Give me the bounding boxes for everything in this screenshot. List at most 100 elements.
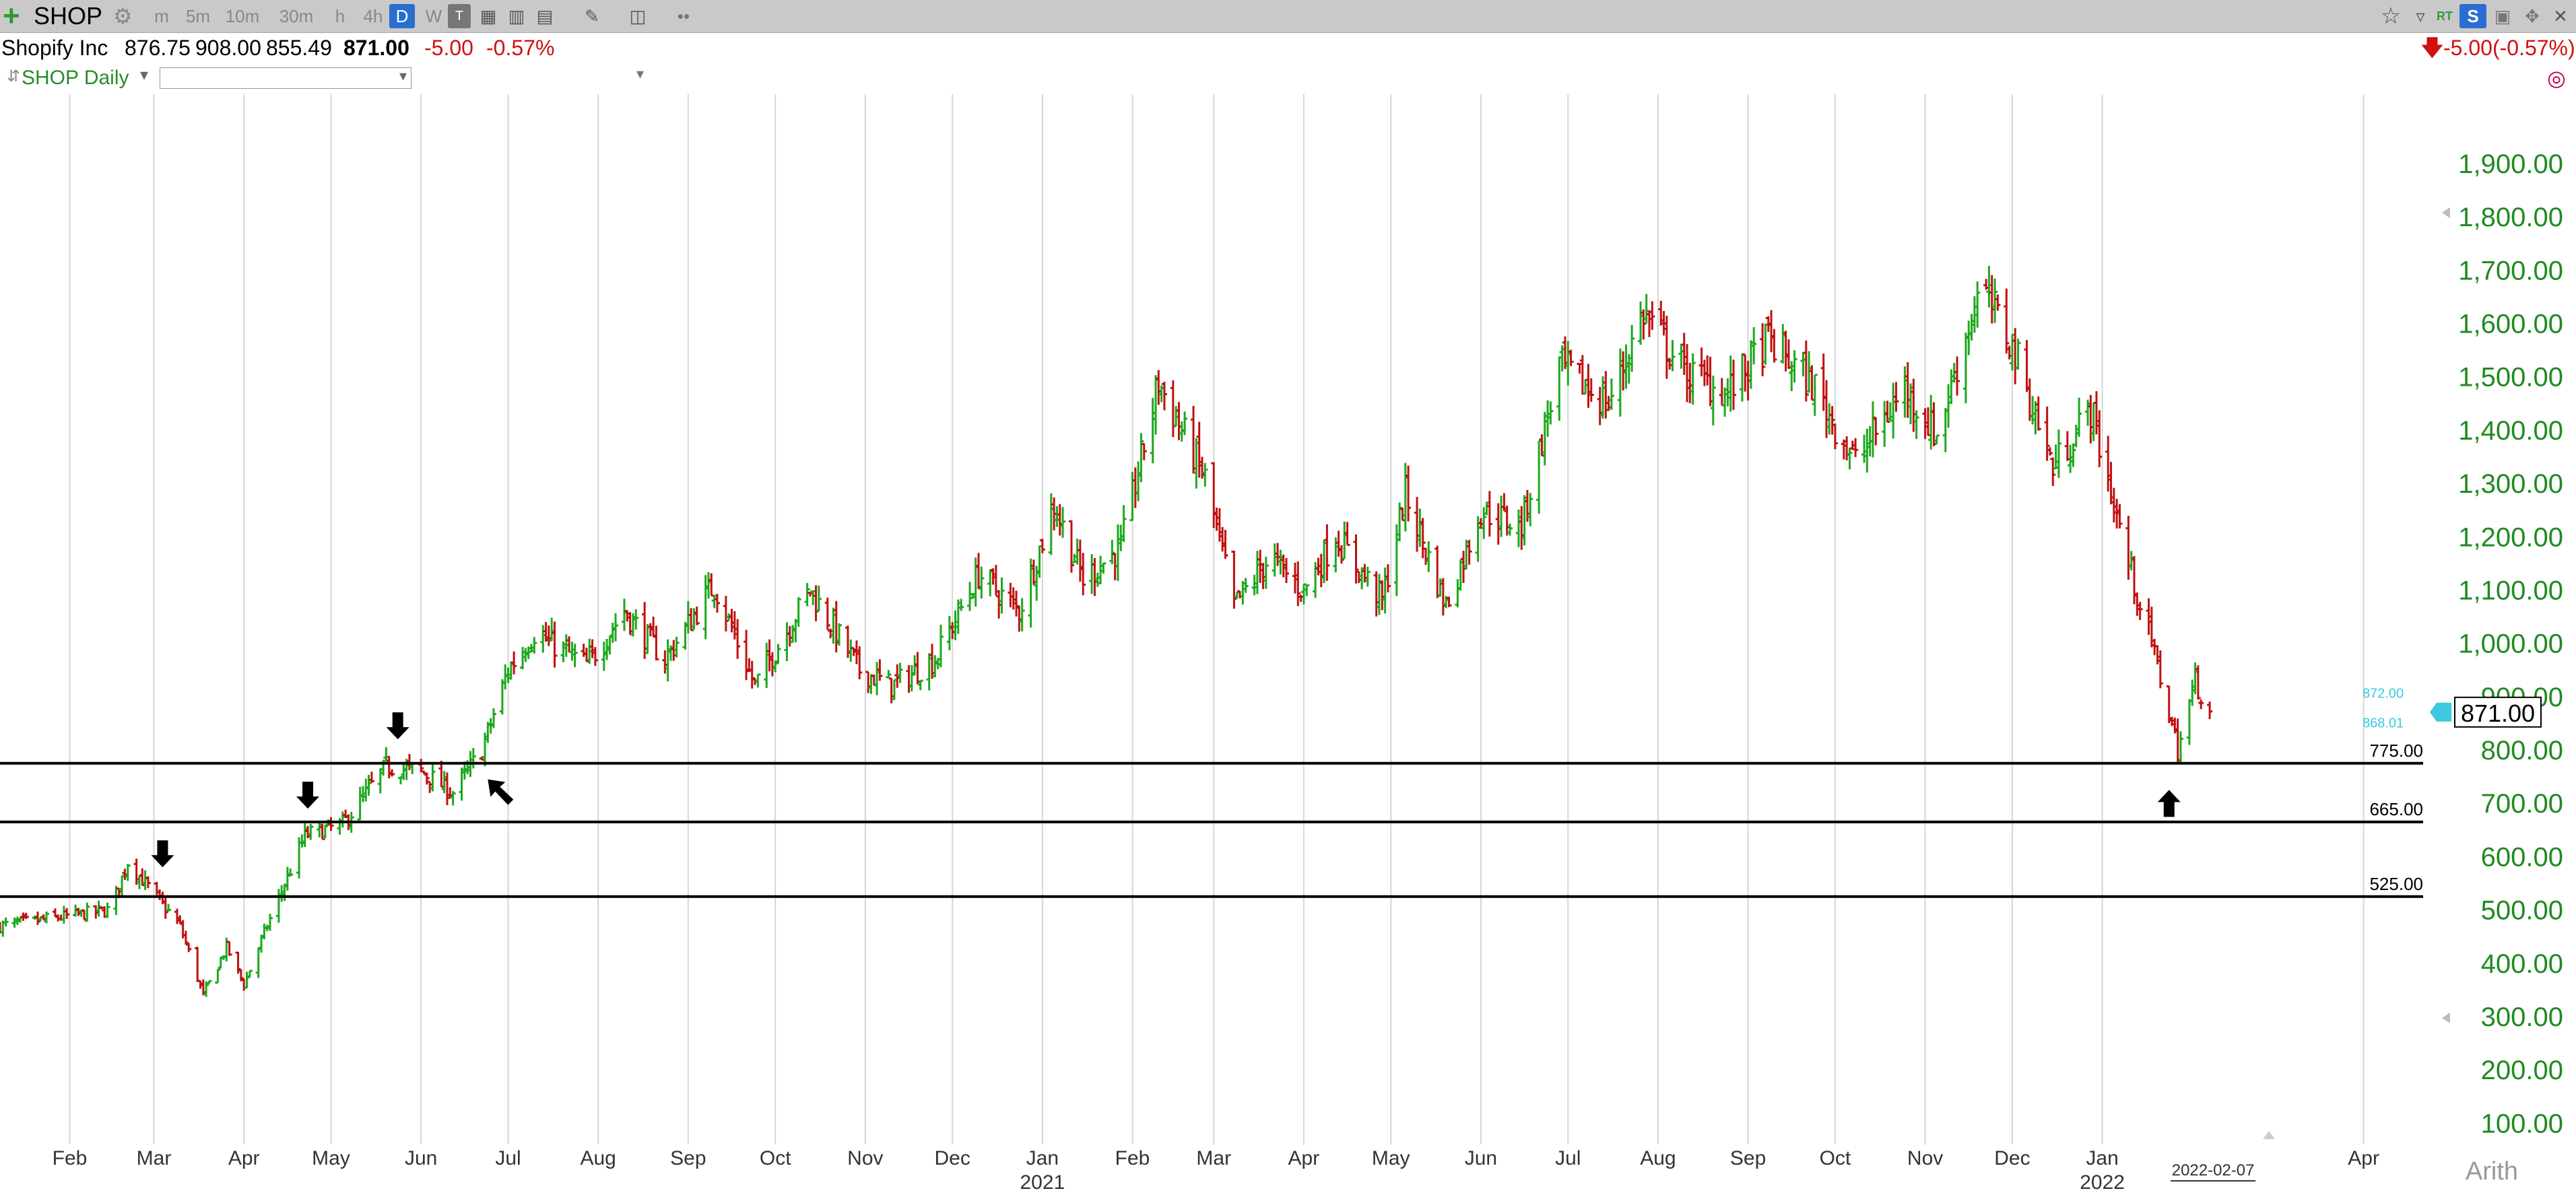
price-bar bbox=[1292, 562, 1298, 594]
price-bar bbox=[2085, 399, 2091, 426]
price-bar bbox=[2175, 718, 2181, 763]
price-bar bbox=[1039, 539, 1045, 553]
price-low-label: 868.01 bbox=[2363, 716, 2404, 730]
price-bar bbox=[1681, 333, 1687, 375]
move-icon[interactable]: ✥ bbox=[2525, 6, 2540, 26]
filter-icon[interactable]: ▿ bbox=[2416, 6, 2425, 26]
chart-title[interactable]: SHOP Daily bbox=[22, 67, 129, 89]
interval-button-m[interactable]: m bbox=[154, 6, 169, 26]
study-select[interactable]: ▾ bbox=[160, 67, 411, 89]
symbol-label[interactable]: SHOP bbox=[34, 2, 103, 30]
y-tick-label: 1,000.00 bbox=[2458, 629, 2563, 659]
price-bar bbox=[1629, 324, 1635, 372]
price-bar bbox=[157, 889, 163, 900]
price-bar bbox=[2128, 551, 2134, 571]
price-bar bbox=[1667, 357, 1673, 370]
study-dropdown-icon[interactable]: ▾ bbox=[636, 65, 645, 82]
add-symbol-icon[interactable]: + bbox=[3, 0, 20, 32]
price-bar bbox=[1646, 310, 1652, 337]
bar-chart-icon[interactable]: ▥ bbox=[508, 6, 525, 26]
interval-button-30m[interactable]: 30m bbox=[279, 6, 314, 26]
price-bar bbox=[398, 776, 403, 785]
price-bar bbox=[1385, 564, 1391, 592]
x-tick-label: Oct bbox=[760, 1147, 791, 1169]
price-bar bbox=[1300, 583, 1307, 605]
price-bar bbox=[1263, 557, 1269, 589]
price-bar bbox=[1094, 572, 1100, 587]
price-bar bbox=[226, 940, 232, 956]
price-bar bbox=[366, 774, 372, 796]
interval-button-4h[interactable]: 4h bbox=[363, 6, 383, 26]
price-bar bbox=[1975, 281, 1981, 328]
interval-button-D[interactable]: D bbox=[389, 4, 415, 28]
price-bar bbox=[1556, 356, 1562, 421]
price-bar bbox=[685, 601, 691, 634]
price-bar bbox=[804, 582, 810, 607]
annotation-arrow-icon bbox=[151, 840, 174, 868]
interval-button-W[interactable]: W bbox=[425, 6, 442, 26]
price-bar bbox=[972, 557, 979, 607]
interval-button-10m[interactable]: 10m bbox=[225, 6, 260, 26]
toolbar: + SHOP ⚙ m 5m 10m 30m h 4h D W T ▦ ▥ ▤ ✎ ◫ •• ☆… bbox=[0, 0, 2576, 33]
drag-handle-icon[interactable]: ⇵ bbox=[7, 67, 21, 86]
x-tick-label: Mar bbox=[137, 1147, 172, 1169]
price-bar bbox=[906, 664, 912, 693]
price-bar bbox=[1705, 355, 1711, 386]
layout-icon[interactable]: ◫ bbox=[629, 6, 647, 26]
scroll-marker-icon[interactable] bbox=[2263, 1131, 2275, 1139]
price-bar bbox=[587, 638, 593, 664]
title-dropdown-icon[interactable]: ▾ bbox=[140, 66, 149, 84]
price-bar bbox=[186, 943, 192, 953]
x-tick-label: Nov bbox=[1907, 1147, 1943, 1169]
price-bar bbox=[731, 611, 737, 640]
y-tick-label: 1,300.00 bbox=[2458, 469, 2563, 499]
annotation-arrow-icon bbox=[386, 712, 409, 740]
last-price-pointer bbox=[2430, 702, 2451, 722]
price-bar bbox=[317, 821, 323, 837]
settings-icon[interactable]: •• bbox=[677, 6, 690, 26]
interval-button-5m[interactable]: 5m bbox=[185, 6, 211, 26]
price-bar bbox=[1687, 362, 1693, 403]
price-bar bbox=[490, 708, 496, 728]
interval-button-h[interactable]: h bbox=[335, 6, 345, 26]
price-bar bbox=[673, 636, 680, 658]
text-tool-icon[interactable]: T bbox=[448, 4, 471, 28]
realtime-badge[interactable]: RT bbox=[2437, 9, 2453, 23]
price-bar bbox=[122, 868, 128, 881]
bar-style-icon[interactable]: ▦ bbox=[480, 6, 497, 26]
save-icon[interactable]: ▣ bbox=[2494, 6, 2511, 26]
grid-icon[interactable]: ▤ bbox=[536, 6, 554, 26]
price-bar bbox=[1298, 594, 1304, 603]
scroll-down-icon[interactable] bbox=[2442, 1013, 2450, 1023]
price-bar bbox=[1719, 378, 1725, 407]
price-bar bbox=[592, 647, 598, 666]
y-tick-label: 100.00 bbox=[2481, 1109, 2563, 1138]
globe-icon[interactable]: ◎ bbox=[2547, 66, 2566, 90]
price-bar bbox=[383, 747, 389, 761]
price-bar bbox=[1597, 386, 1603, 425]
s-badge-button[interactable]: S bbox=[2459, 4, 2486, 28]
price-bar bbox=[305, 825, 311, 839]
x-tick-label: Jul bbox=[495, 1147, 521, 1169]
price-bar bbox=[1237, 590, 1243, 598]
price-bar bbox=[926, 653, 932, 691]
symbol-link-icon[interactable]: ⚙ bbox=[113, 4, 133, 28]
price-bar bbox=[1742, 353, 1748, 392]
x-tick-label: May bbox=[312, 1147, 350, 1169]
price-bar bbox=[1760, 323, 1766, 376]
price-bar bbox=[1141, 442, 1147, 460]
draw-tool-icon[interactable]: ✎ bbox=[585, 6, 599, 26]
price-bar bbox=[784, 622, 790, 662]
y-tick-label: 400.00 bbox=[2481, 949, 2563, 979]
price-bar bbox=[955, 599, 961, 634]
favorite-star-icon[interactable]: ☆ bbox=[2380, 3, 2402, 29]
price-bar bbox=[1272, 543, 1278, 577]
scroll-up-icon[interactable] bbox=[2442, 207, 2450, 218]
price-bar bbox=[572, 644, 578, 667]
price-bar bbox=[502, 664, 508, 689]
close-icon[interactable]: ✕ bbox=[2553, 6, 2568, 26]
price-bar bbox=[1643, 294, 1649, 324]
price-bar bbox=[1971, 296, 1977, 333]
price-bar bbox=[929, 644, 935, 679]
